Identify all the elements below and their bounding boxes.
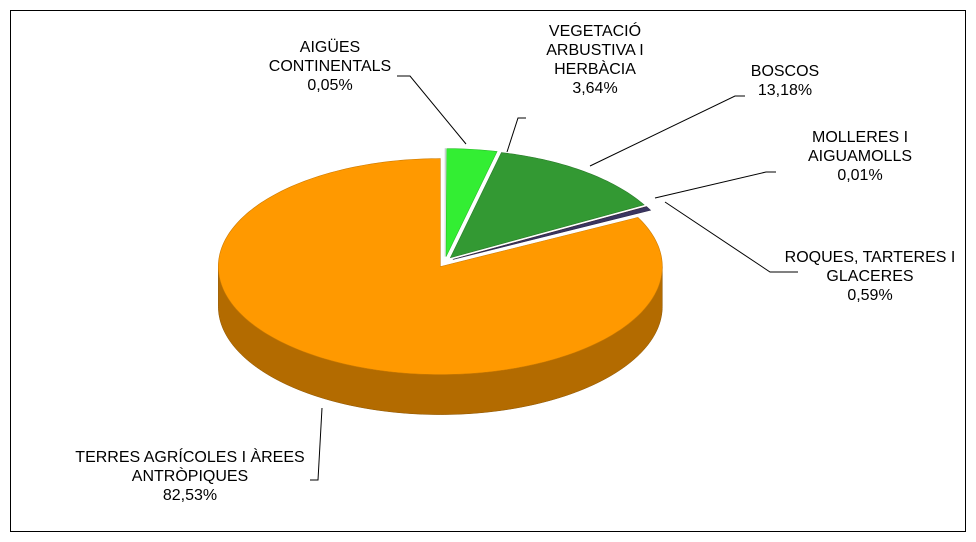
pie-slice xyxy=(449,152,645,259)
data-label: BOSCOS 13,18% xyxy=(720,62,850,100)
pie-slice xyxy=(452,206,652,260)
category-label: AIGÜES CONTINENTALS xyxy=(268,39,392,75)
value-label: 0,05% xyxy=(307,77,353,94)
value-label: 0,59% xyxy=(847,287,893,304)
chart-frame xyxy=(10,10,966,532)
pie-slice xyxy=(444,148,447,257)
leader-line xyxy=(589,95,745,167)
data-label: AIGÜES CONTINENTALS 0,05% xyxy=(255,38,405,95)
data-label: TERRES AGRÍCOLES I ÀREES ANTRÒPIQUES 82,5… xyxy=(40,448,340,505)
data-label: ROQUES, TARTERES I GLACERES 0,59% xyxy=(770,248,970,305)
leader-line xyxy=(506,117,526,153)
category-label: BOSCOS xyxy=(750,63,820,80)
leader-line xyxy=(654,171,776,199)
category-label: TERRES AGRÍCOLES I ÀREES ANTRÒPIQUES xyxy=(75,449,305,485)
category-label: VEGETACIÓ ARBUSTIVA I HERBÀCIA xyxy=(546,23,644,78)
pie-slice xyxy=(445,148,498,257)
leader-line xyxy=(397,75,467,145)
leader-line xyxy=(310,407,323,481)
value-label: 3,64% xyxy=(572,80,618,97)
category-label: MOLLERES I AIGUAMOLLS xyxy=(807,129,913,165)
value-label: 82,53% xyxy=(162,487,218,504)
data-label: VEGETACIÓ ARBUSTIVA I HERBÀCIA 3,64% xyxy=(520,22,670,98)
data-label: MOLLERES I AIGUAMOLLS 0,01% xyxy=(775,128,945,185)
category-label: ROQUES, TARTERES I GLACERES xyxy=(784,249,956,285)
pie-slice xyxy=(218,158,663,375)
value-label: 13,18% xyxy=(757,82,813,99)
value-label: 0,01% xyxy=(837,167,883,184)
leader-line xyxy=(664,201,798,273)
